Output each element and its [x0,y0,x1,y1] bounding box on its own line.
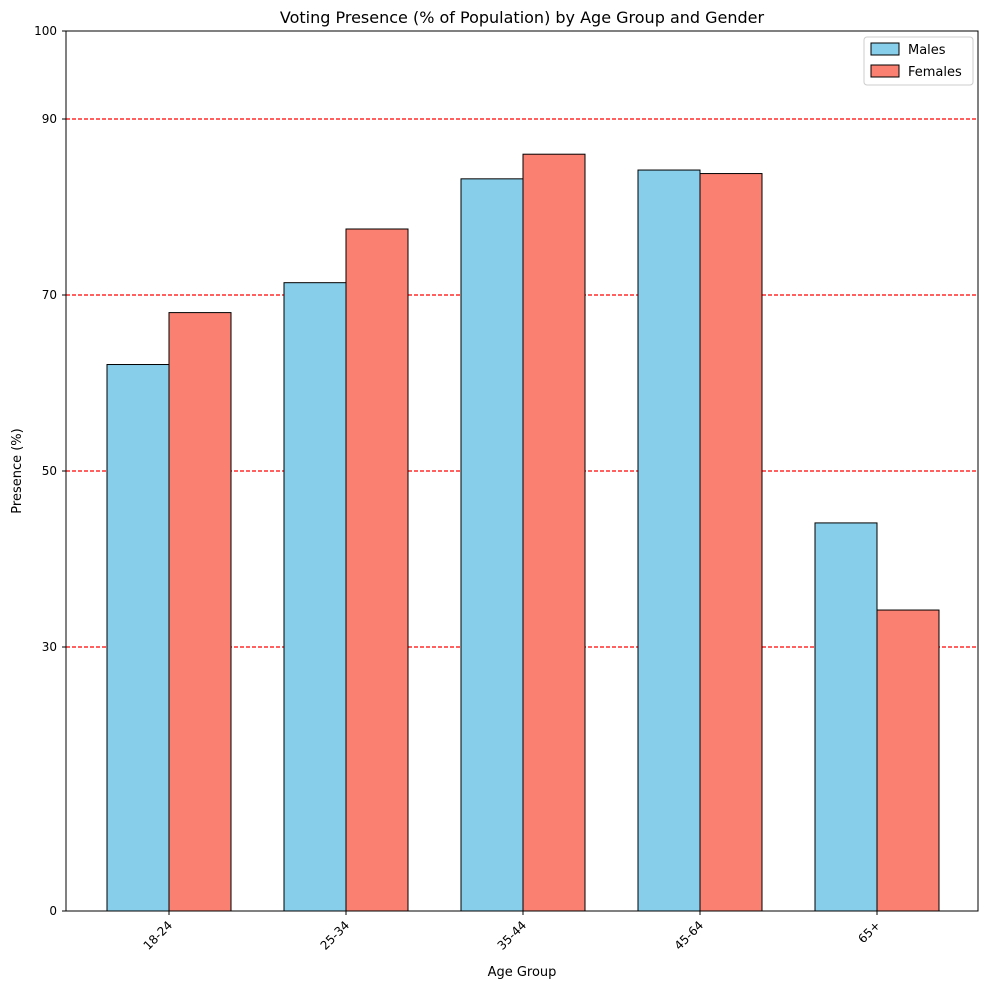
bar-males-18-24 [106,364,170,912]
bar-females-35-44 [522,153,586,912]
x-tick-label: 65+ [855,918,883,946]
y-tick-label: 90 [42,112,57,126]
y-tick-label: 100 [34,24,57,38]
bar-males-65+ [814,522,878,912]
y-axis-title: Presence (%) [10,428,25,513]
legend-swatch-females [870,64,900,78]
chart-title: Voting Presence (% of Population) by Age… [280,8,765,27]
x-tick-label: 25-34 [318,918,353,953]
y-tick-label: 50 [42,464,57,478]
legend-label-males: Males [908,43,946,58]
bar-females-18-24 [168,312,232,912]
legend-swatch-males [870,42,900,56]
x-tick-label: 35-44 [495,918,530,953]
x-axis-title: Age Group [488,965,557,980]
x-tick-label: 18-24 [141,918,176,953]
bar-females-25-34 [345,228,409,912]
bar-males-35-44 [460,178,524,912]
legend: Males Females [863,36,974,86]
x-tick-label: 45-64 [672,918,707,953]
y-tick-label: 0 [49,904,57,918]
y-axis: 0 30 50 70 90 100 [34,24,66,918]
bar-females-65+ [876,609,940,912]
y-tick-label: 30 [42,640,57,654]
bar-males-45-64 [637,169,701,912]
legend-label-females: Females [908,65,962,80]
bars [106,153,940,912]
bar-males-25-34 [283,282,347,912]
y-tick-label: 70 [42,288,57,302]
bar-females-45-64 [699,173,763,912]
x-axis: 18-24 25-34 35-44 45-64 65+ [141,911,883,953]
